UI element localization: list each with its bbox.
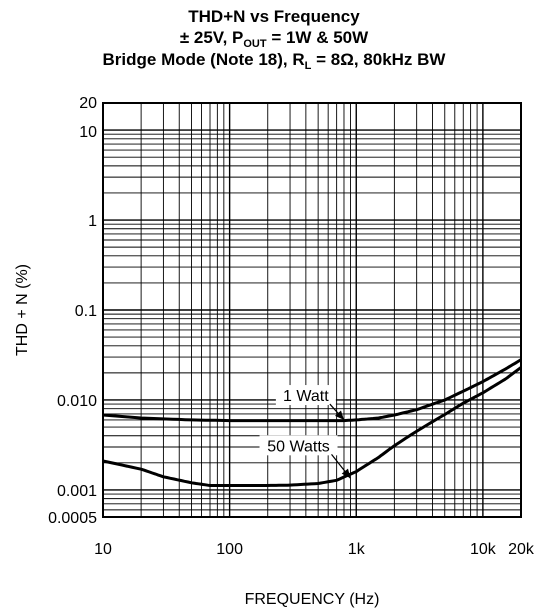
- title-line2-prefix: ± 25V, P: [179, 28, 244, 47]
- y-tick-label: 20: [79, 95, 97, 112]
- x-tick-label: 10: [94, 541, 112, 558]
- x-tick-label: 1k: [348, 541, 366, 558]
- y-tick-label: 10: [79, 124, 97, 141]
- title-line2-subscript: OUT: [243, 38, 267, 50]
- annotation-1-watt: 1 Watt: [283, 388, 329, 405]
- chart-title-line2: ± 25V, POUT = 1W & 50W: [0, 28, 548, 50]
- annotation-backing: [259, 435, 338, 456]
- y-tick-labels: 20 10 1 0.1 0.010 0.001 0.0005: [48, 95, 97, 527]
- x-axis-label: FREQUENCY (Hz): [245, 591, 380, 608]
- x-tick-labels: 10 100 1k 10k 20k: [94, 541, 535, 558]
- title-line3-prefix: Bridge Mode (Note 18), R: [102, 50, 305, 69]
- plot-frame: [102, 102, 522, 518]
- annotation-layer: 1 Watt 50 Watts: [259, 385, 351, 479]
- y-tick-label: 0.0005: [48, 510, 97, 527]
- series-layer: [102, 358, 522, 487]
- title-line2-suffix: = 1W & 50W: [266, 28, 369, 47]
- annotation-backing: [275, 385, 336, 406]
- x-tick-label: 100: [216, 541, 243, 558]
- chart-title-line3: Bridge Mode (Note 18), RL = 8Ω, 80kHz BW: [0, 50, 548, 72]
- series-line-50-watts: [102, 366, 522, 487]
- y-tick-label: 1: [88, 213, 97, 230]
- y-tick-label: 0.010: [57, 393, 97, 410]
- y-axis-label: THD + N (%): [14, 264, 31, 356]
- annotation-50-watts: 50 Watts: [267, 438, 330, 455]
- series-line-1-watt: [102, 358, 522, 423]
- y-tick-label: 0.001: [57, 483, 97, 500]
- x-tick-label: 10k: [470, 541, 497, 558]
- chart-title-line1: THD+N vs Frequency: [188, 7, 360, 26]
- y-tick-label: 0.1: [75, 303, 97, 320]
- title-line3-suffix: = 8Ω, 80kHz BW: [311, 50, 446, 69]
- x-tick-label: 20k: [508, 541, 535, 558]
- annotation-arrowhead: [341, 468, 351, 479]
- title-line3-subscript: L: [304, 60, 312, 72]
- annotation-arrowhead: [335, 410, 344, 420]
